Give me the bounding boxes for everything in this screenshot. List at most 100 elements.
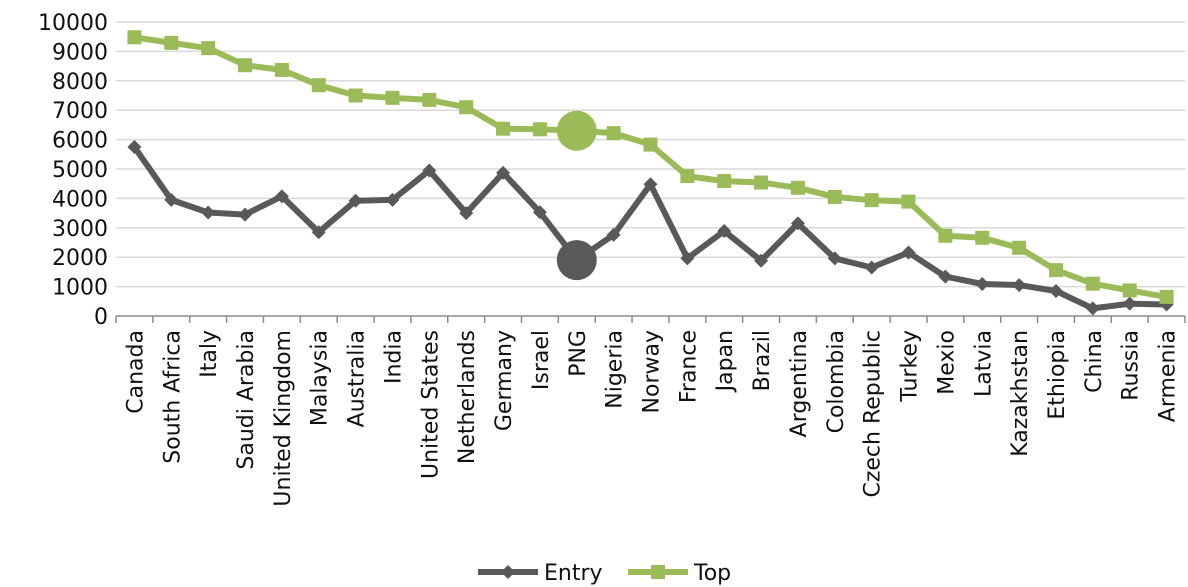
point-entry-czech-republic: [864, 260, 879, 275]
point-entry-france: [680, 251, 695, 266]
point-entry-mexio: [938, 269, 953, 284]
legend: Entry Top: [478, 561, 731, 586]
point-top-australia: [348, 88, 363, 103]
point-entry-turkey: [901, 245, 916, 260]
point-entry-india: [385, 192, 400, 207]
y-tick-label: 8000: [52, 70, 108, 95]
point-top-germany: [496, 121, 511, 136]
x-tick-label-israel: Israel: [529, 330, 554, 390]
point-top-latvia: [975, 230, 990, 245]
point-top-kazakhstan: [1012, 240, 1027, 255]
x-tick-label-malaysia: Malaysia: [308, 330, 333, 426]
x-tick-label-norway: Norway: [640, 330, 665, 413]
point-entry-latvia: [975, 276, 990, 291]
legend-label-entry: Entry: [544, 561, 603, 586]
x-tick-label-argentina: Argentina: [787, 330, 812, 437]
x-tick-label-india: India: [381, 330, 406, 384]
x-tick-label-brazil: Brazil: [750, 330, 775, 391]
x-tick-label-south-africa: South Africa: [160, 330, 185, 464]
point-entry-united-states: [422, 163, 437, 178]
point-top-brazil: [754, 175, 769, 190]
x-tick-label-nigeria: Nigeria: [603, 330, 628, 409]
x-tick-label-mexio: Mexio: [934, 330, 959, 395]
point-entry-germany: [496, 165, 511, 180]
point-top-colombia: [827, 189, 842, 204]
y-tick-label: 5000: [52, 158, 108, 183]
point-top-armenia: [1159, 289, 1174, 304]
point-entry-italy: [201, 205, 216, 220]
x-tick-label-kazakhstan: Kazakhstan: [1008, 330, 1033, 457]
point-entry-japan: [717, 224, 732, 239]
point-top-ethiopia: [1048, 263, 1063, 278]
point-entry-brazil: [754, 253, 769, 268]
point-top-france: [680, 169, 695, 184]
point-entry-norway: [643, 177, 658, 192]
y-tick-label: 4000: [52, 187, 108, 212]
x-tick-label-turkey: Turkey: [898, 330, 923, 403]
point-top-italy: [201, 41, 216, 56]
x-tick-label-russia: Russia: [1119, 330, 1144, 401]
series-lines: [131, 34, 1170, 312]
x-tick-label-australia: Australia: [345, 330, 370, 427]
point-top-china: [1085, 276, 1100, 291]
point-entry-ethiopia: [1048, 284, 1063, 299]
point-top-nigeria: [606, 126, 621, 141]
x-tick-label-ethiopia: Ethiopia: [1045, 330, 1070, 420]
point-top-netherlands: [459, 100, 474, 115]
point-entry-saudi-arabia: [238, 207, 253, 222]
point-top-malaysia: [311, 78, 326, 93]
x-tick-label-czech-republic: Czech Republic: [861, 330, 886, 498]
point-entry-malaysia: [311, 225, 326, 240]
legend-marker-entry: [501, 565, 515, 579]
point-entry-canada: [127, 139, 142, 154]
point-top-mexio: [938, 228, 953, 243]
y-tick-label: 10000: [38, 11, 108, 36]
x-tick-label-united-kingdom: United Kingdom: [271, 330, 296, 507]
point-top-russia: [1122, 283, 1137, 298]
point-entry-netherlands: [459, 206, 474, 221]
x-tick-label-united-states: United States: [418, 330, 443, 479]
point-top-japan: [717, 174, 732, 189]
point-entry-south-africa: [164, 192, 179, 207]
x-tick-label-france: France: [676, 330, 701, 403]
point-entry-nigeria: [606, 227, 621, 242]
point-top-south-africa: [164, 35, 179, 50]
x-tick-label-colombia: Colombia: [824, 330, 849, 433]
point-entry-united-kingdom: [274, 189, 289, 204]
x-tick-label-armenia: Armenia: [1156, 330, 1181, 422]
y-tick-label: 6000: [52, 129, 108, 154]
point-entry-israel: [532, 205, 547, 220]
x-tick-label-netherlands: Netherlands: [455, 330, 480, 464]
x-tick-label-canada: Canada: [123, 330, 148, 414]
x-tick-label-italy: Italy: [197, 330, 222, 378]
legend-marker-top: [651, 565, 665, 579]
y-tick-label: 2000: [52, 246, 108, 271]
point-top-turkey: [901, 194, 916, 209]
point-entry-australia: [348, 193, 363, 208]
y-tick-label: 0: [94, 305, 108, 330]
x-tick-label-saudi-arabia: Saudi Arabia: [234, 330, 259, 470]
point-top-norway: [643, 137, 658, 152]
x-axis-ticks: Canada South Africa Italy Saudi Arabia Unite…: [115, 316, 1186, 507]
point-top-india: [385, 90, 400, 105]
x-tick-label-germany: Germany: [492, 330, 517, 431]
x-tick-label-japan: Japan: [713, 330, 738, 393]
series-line-top: [131, 34, 1170, 300]
y-tick-label: 3000: [52, 217, 108, 242]
x-tick-label-china: China: [1082, 330, 1107, 393]
legend-label-top: Top: [693, 561, 731, 586]
point-top-saudi-arabia: [238, 58, 253, 73]
y-axis-ticks: 0 1000 2000 3000 4000 5000 6000 7000 8000 9000 100…: [38, 11, 108, 330]
series-markers: [127, 30, 1174, 316]
point-entry-russia: [1122, 296, 1137, 311]
point-entry-china: [1085, 301, 1100, 316]
point-entry-colombia: [827, 251, 842, 266]
y-tick-label: 1000: [52, 276, 108, 301]
x-tick-label-png: PNG: [566, 330, 591, 377]
y-tick-label: 9000: [52, 40, 108, 65]
point-entry-argentina: [790, 216, 805, 231]
y-tick-label: 7000: [52, 99, 108, 124]
point-top-canada: [127, 30, 142, 45]
highlight-top-png: [556, 110, 597, 151]
